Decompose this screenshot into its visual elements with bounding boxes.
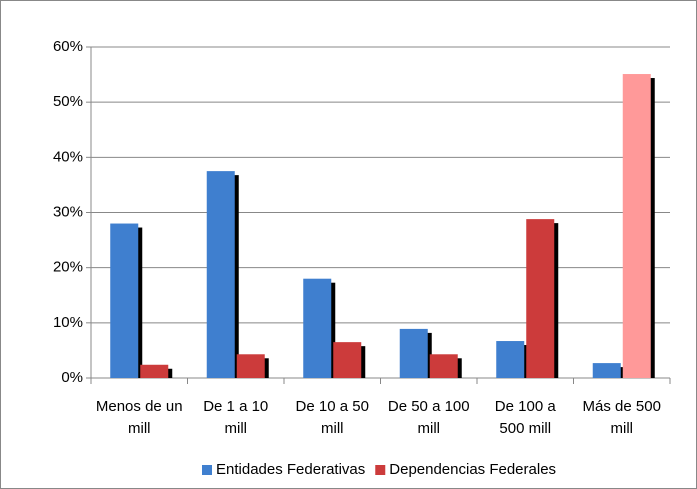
x-tick-label: Menos de un mill — [95, 398, 183, 437]
y-tick-label: 40% — [53, 148, 83, 165]
y-tick-label: 30% — [53, 203, 83, 220]
bar — [303, 278, 332, 378]
x-tick-label: De 50 a 100 mill — [387, 398, 470, 437]
bar — [333, 342, 362, 378]
y-tick-label: 10% — [53, 314, 83, 331]
x-tick-label: Más de 500 mill — [582, 398, 661, 437]
legend-label: Entidades Federativas — [216, 461, 365, 478]
bar — [206, 171, 235, 378]
y-tick-label: 0% — [61, 369, 83, 386]
bar — [496, 341, 525, 378]
bar — [110, 223, 139, 378]
bar — [140, 364, 169, 378]
y-tick-label: 50% — [53, 93, 83, 110]
y-tick-label: 20% — [53, 259, 83, 276]
x-tick-label: De 1 a 10 mill — [203, 398, 269, 437]
bar — [399, 328, 428, 378]
y-tick-label: 60% — [53, 38, 83, 55]
x-tick-label: De 100 a 500 mill — [494, 398, 556, 437]
bar — [526, 219, 555, 378]
legend-swatch — [202, 465, 212, 475]
bar — [622, 74, 651, 378]
legend-label: Dependencias Federales — [389, 461, 556, 478]
x-tick-label: De 10 a 50 mill — [295, 398, 369, 437]
legend-swatch — [375, 465, 386, 475]
bar — [236, 354, 265, 378]
bar — [592, 363, 621, 378]
bar — [429, 354, 458, 378]
